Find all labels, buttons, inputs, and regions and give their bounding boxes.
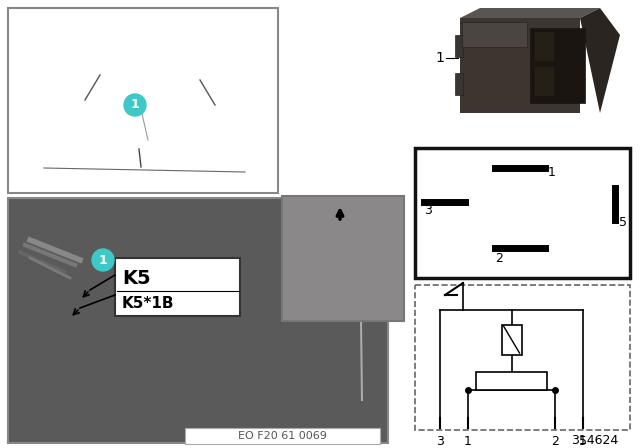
Circle shape: [92, 249, 114, 271]
Bar: [222, 410, 248, 424]
Bar: [72, 364, 102, 382]
Bar: [183, 364, 213, 382]
Bar: [185, 428, 380, 444]
Bar: [146, 386, 176, 404]
Bar: [35, 364, 65, 382]
Bar: [315, 252, 355, 267]
Bar: [222, 388, 248, 402]
Bar: [109, 364, 139, 382]
Bar: [148, 366, 174, 380]
Bar: [415, 5, 635, 143]
Polygon shape: [40, 130, 55, 170]
Bar: [270, 240, 370, 300]
Bar: [37, 366, 63, 380]
Text: 1: 1: [99, 254, 108, 267]
Bar: [111, 410, 137, 424]
Bar: [30, 360, 270, 435]
Bar: [74, 388, 100, 402]
Polygon shape: [75, 45, 235, 80]
Polygon shape: [85, 75, 215, 105]
Bar: [476, 372, 547, 390]
Polygon shape: [460, 8, 600, 18]
Text: K5: K5: [122, 268, 150, 288]
Text: 3: 3: [436, 435, 444, 448]
Bar: [185, 388, 211, 402]
Circle shape: [124, 94, 146, 116]
Bar: [455, 73, 463, 95]
Bar: [185, 410, 211, 424]
Bar: [109, 408, 139, 426]
Bar: [74, 410, 100, 424]
Bar: [146, 408, 176, 426]
Text: K5*1B: K5*1B: [122, 297, 175, 311]
Ellipse shape: [98, 149, 138, 167]
Bar: [220, 364, 250, 382]
Bar: [220, 408, 250, 426]
Bar: [60, 248, 260, 328]
Bar: [65, 252, 255, 262]
Text: 5: 5: [579, 435, 587, 448]
Bar: [148, 388, 174, 402]
Bar: [95, 162, 185, 172]
Bar: [15, 330, 40, 345]
Bar: [146, 364, 176, 382]
Text: 1: 1: [435, 51, 444, 65]
Bar: [72, 386, 102, 404]
Text: 2: 2: [495, 251, 503, 264]
Bar: [222, 366, 248, 380]
Bar: [284, 198, 402, 319]
Polygon shape: [55, 130, 245, 175]
Bar: [111, 388, 137, 402]
Text: 314624: 314624: [572, 434, 619, 447]
Bar: [72, 408, 102, 426]
Polygon shape: [55, 132, 100, 152]
Polygon shape: [580, 8, 620, 113]
Text: 1: 1: [464, 435, 472, 448]
Bar: [295, 225, 390, 285]
Bar: [115, 258, 240, 316]
Text: 2: 2: [551, 435, 559, 448]
Text: 3: 3: [424, 203, 432, 216]
Bar: [535, 32, 553, 60]
Bar: [37, 388, 63, 402]
Text: EO F20 61 0069: EO F20 61 0069: [237, 431, 326, 441]
Bar: [502, 325, 522, 355]
Bar: [109, 386, 139, 404]
Text: 1: 1: [548, 165, 556, 178]
Bar: [148, 410, 174, 424]
Bar: [462, 22, 527, 47]
Bar: [8, 198, 388, 443]
Bar: [111, 366, 137, 380]
Bar: [455, 35, 463, 57]
Bar: [35, 408, 65, 426]
Bar: [530, 28, 585, 103]
Bar: [90, 268, 230, 288]
Bar: [37, 410, 63, 424]
Bar: [305, 240, 375, 270]
Polygon shape: [300, 200, 386, 440]
Bar: [185, 366, 211, 380]
Bar: [220, 386, 250, 404]
Bar: [415, 148, 630, 278]
Bar: [460, 18, 580, 113]
Polygon shape: [210, 137, 245, 157]
Bar: [282, 196, 404, 321]
Ellipse shape: [142, 149, 182, 167]
Polygon shape: [280, 200, 386, 440]
Bar: [535, 67, 553, 95]
Bar: [35, 386, 65, 404]
Text: 5: 5: [619, 215, 627, 228]
Bar: [8, 8, 278, 193]
Bar: [183, 408, 213, 426]
Text: 1: 1: [131, 99, 140, 112]
Bar: [10, 200, 386, 441]
Bar: [415, 285, 630, 430]
Bar: [10, 200, 386, 240]
Polygon shape: [55, 100, 245, 140]
Bar: [20, 340, 55, 365]
Bar: [183, 386, 213, 404]
Bar: [74, 366, 100, 380]
